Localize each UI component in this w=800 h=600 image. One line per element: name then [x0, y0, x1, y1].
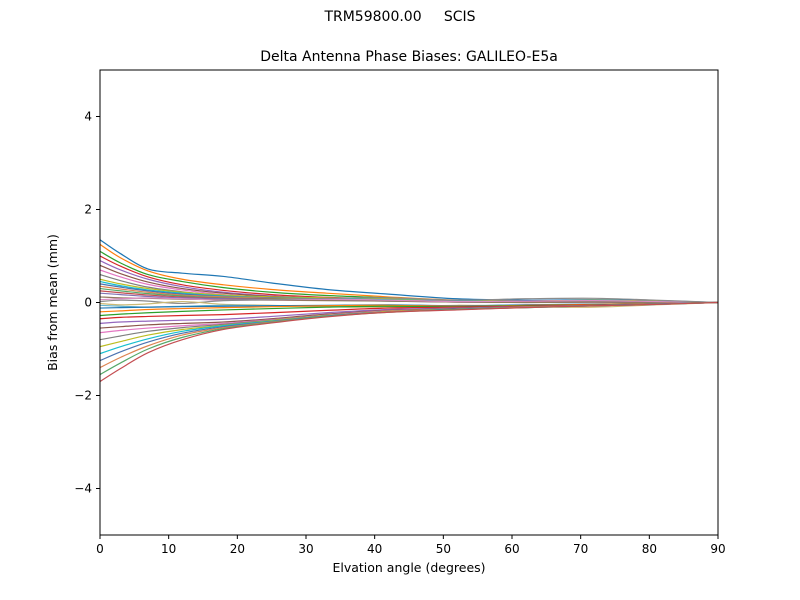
series-line-line-33 [100, 301, 718, 376]
x-axis-tick-label: 90 [710, 542, 725, 556]
x-axis-tick-label: 0 [96, 542, 104, 556]
x-axis-tick-label: 30 [298, 542, 313, 556]
x-axis-tick-label: 20 [230, 542, 245, 556]
series-group [100, 239, 718, 383]
y-axis-tick-label: −4 [74, 482, 92, 496]
x-axis-tick-label: 80 [642, 542, 657, 556]
x-axis-label: Elvation angle (degrees) [332, 560, 485, 575]
series-line-line-17 [100, 297, 718, 304]
figure-suptitle: TRM59800.00 SCIS [324, 9, 476, 25]
x-axis-tick-label: 60 [504, 542, 519, 556]
y-axis-tick-label: 2 [84, 203, 92, 217]
y-axis-tick-label: 0 [84, 296, 92, 310]
x-axis-tick-label: 40 [367, 542, 382, 556]
x-axis-tick-label: 70 [573, 542, 588, 556]
chart-title: Delta Antenna Phase Biases: GALILEO-E5a [260, 49, 558, 65]
x-axis-tick-label: 10 [161, 542, 176, 556]
y-axis-label: Bias from mean (mm) [45, 234, 60, 371]
y-axis-tick-label: −2 [74, 389, 92, 403]
x-axis-tick-label: 50 [436, 542, 451, 556]
y-axis-tick-label: 4 [84, 110, 92, 124]
series-line-line-34 [100, 301, 718, 383]
series-line-line-18 [100, 297, 718, 305]
